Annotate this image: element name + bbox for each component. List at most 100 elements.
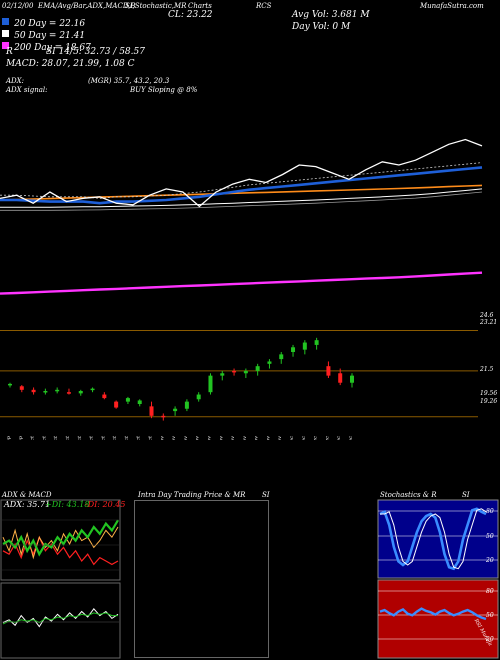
ema50-swatch [2,30,9,37]
ema200-label: 200 Day = 18.67 [14,43,91,53]
adx-values: (MGR) 35.7, 43.2, 20.3 [88,77,170,85]
date-tick-label: 04 Oct [41,435,47,440]
ema20-label: 20 Day = 22.16 [14,19,86,29]
rsi-line [379,607,487,621]
adx-line [2,526,119,560]
header-date: 02/12/00 [2,2,34,10]
intraday-title-si: SI [262,491,270,499]
header-studies-2: SI,Stochastic,MR [125,2,187,10]
intraday-panel [134,500,269,658]
price-tick-4: 19.56 [480,390,498,397]
stoch-signal-line [380,508,487,570]
date-tick-label: 06 Oct [53,435,59,440]
date-tick-label: 28 Oct [148,435,154,440]
stoch-title: Stochastics & R [380,491,437,499]
header-charts: Charts [188,2,212,10]
adx-label: ADX: [6,77,25,85]
candle-body [8,383,12,386]
date-tick-label: 06 Dec [313,436,319,440]
candle-body [31,389,36,393]
candle-body [208,375,213,393]
candle-body [149,406,154,416]
adx-signal-value: BUY Sloping @ 8% [130,86,198,94]
date-tick-label: 23 Nov [254,436,260,440]
date-tick-label: 27 Sep [6,435,12,440]
macd-label: MACD: 28.07, 21.99, 1.08 C [6,59,135,69]
plus-di-label: +DI: 43.18 [45,500,90,509]
candle-body [232,370,237,373]
header-brand: MunafaSutra.com [420,2,484,10]
candle-body [279,354,284,360]
date-tick-label: 12 Oct [77,435,83,440]
candle-body [43,391,48,393]
price-tick-3: 21.5 [480,366,494,373]
date-tick-label: 01 Dec [289,436,295,440]
date-tick-label: 08 Dec [324,436,330,440]
date-tick-label: 10 Dec [336,436,342,440]
price-tick-5: 19.26 [480,398,498,405]
legend-ema20: 20 Day = 22.16 [2,11,85,30]
date-tick-label: 11 Nov [206,436,212,440]
ema200-line [0,184,483,201]
intraday-title: Intra Day Trading Price & MR [138,491,246,499]
date-tick-label: 14 Oct [89,435,95,440]
candle-body [19,386,24,390]
candle-body [55,389,60,392]
date-tick-label: 26 Oct [136,435,142,440]
stoch-line [379,507,487,571]
plus-di-line [2,519,119,557]
date-tick-label: 26 Nov [265,436,271,440]
candle-body [338,373,343,383]
price-tick-2: 23.21 [480,319,498,326]
header-studies-1: EMA/Avg/Bar,ADX,MACD,B [38,2,136,10]
price-tick-1: 24.6 [480,312,494,319]
si-label: SI 14/5: 32.73 / 58.57 [46,47,145,57]
close-price-label: CL: 23.22 [168,10,213,20]
candle-body [350,375,354,383]
candle-body [90,388,95,391]
candle-body [125,398,130,402]
ema20-line [0,166,483,205]
stoch-title-si: SI [462,491,470,499]
date-tick-label: 03 Nov [171,436,177,440]
si-prefix: R [6,47,13,57]
adx-panel-title: ADX & MACD [2,491,52,499]
date-tick-label: 09 Nov [195,436,201,440]
candle-body [184,401,189,409]
ema50-shadow-line [0,191,483,211]
date-tick-label: 29 Nov [277,436,283,440]
macd-panel-frame [0,582,121,659]
adx-panel-frame [0,499,121,581]
date-tick-label: 19 Nov [242,436,248,440]
rsi-tick-50: 50 [486,612,494,619]
stoch-panel-bg [377,499,499,579]
price-line [0,138,483,208]
date-tick-label: 03 Dec [301,436,307,440]
main-ema-chart: 27 Sep 29 Sep 01 Oct 04 Oct 06 Oct 08 Oct 12 O… [0,138,483,440]
minus-di-line [2,535,119,566]
adx-value-label: ADX: 35.71 [4,500,51,509]
long-ema-line [0,271,483,295]
candle-body [326,366,331,376]
avg-volume-label: Avg Vol: 3.681 M [292,10,370,20]
date-tick-label: 13 Dec [348,436,354,440]
macd-signal-line [2,612,118,625]
candle-body [102,394,107,399]
stoch-tick-80: 80 [486,508,494,515]
rsi-tick-20: 20 [486,636,494,643]
date-tick-label: 15 Nov [218,436,224,440]
candle-body [161,415,166,418]
date-tick-label: 01 Oct [30,435,36,440]
candle-body [314,340,319,345]
ema20-swatch [2,18,9,25]
date-tick-label: 05 Nov [183,436,189,440]
ema-fast-line [0,162,483,199]
date-tick-label: 18 Oct [100,435,106,440]
minus-di-label: -DI: 20.45 [85,500,126,509]
candle-body [302,342,307,350]
legend-ema200: 200 Day = 18.67 [2,35,91,54]
candle-body [291,347,296,352]
date-tick-label: 22 Oct [124,435,130,440]
date-tick-label: 01 Nov [159,436,165,440]
